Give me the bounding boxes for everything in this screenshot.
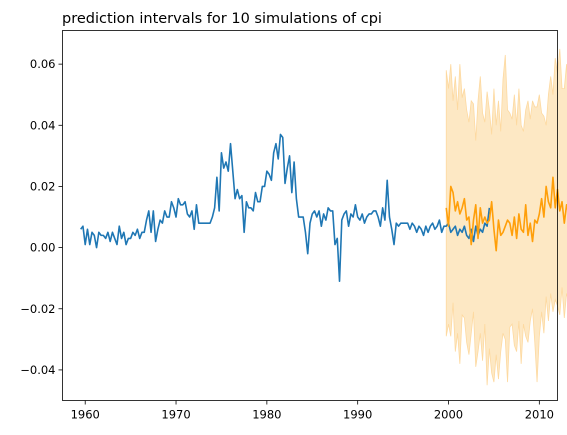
- x-tick-label: 1960: [71, 408, 100, 422]
- x-tick-label: 2010: [525, 408, 554, 422]
- prediction-interval-band: [445, 48, 567, 386]
- x-tick-label: 1980: [252, 408, 281, 422]
- y-axis: −0.04 −0.02 0.00 0.02 0.04 0.06: [20, 57, 63, 377]
- y-tick-label: 0.04: [30, 118, 56, 132]
- observed-series-line: [80, 133, 491, 283]
- chart-title: prediction intervals for 10 simulations …: [62, 11, 382, 27]
- forecast-series-line: [445, 176, 567, 252]
- y-tick-label: −0.04: [20, 363, 55, 377]
- y-tick-label: 0.06: [30, 57, 56, 71]
- x-tick-label: 2000: [434, 408, 463, 422]
- y-tick-label: 0.02: [30, 179, 56, 193]
- y-tick-label: 0.00: [30, 241, 56, 255]
- plot-area: [80, 48, 567, 386]
- x-tick-label: 1990: [343, 408, 372, 422]
- plot-frame: [62, 30, 558, 401]
- x-tick-label: 1970: [161, 408, 190, 422]
- x-axis: 1960 1970 1980 1990 2000 2010: [71, 400, 554, 422]
- y-tick-label: −0.02: [20, 302, 55, 316]
